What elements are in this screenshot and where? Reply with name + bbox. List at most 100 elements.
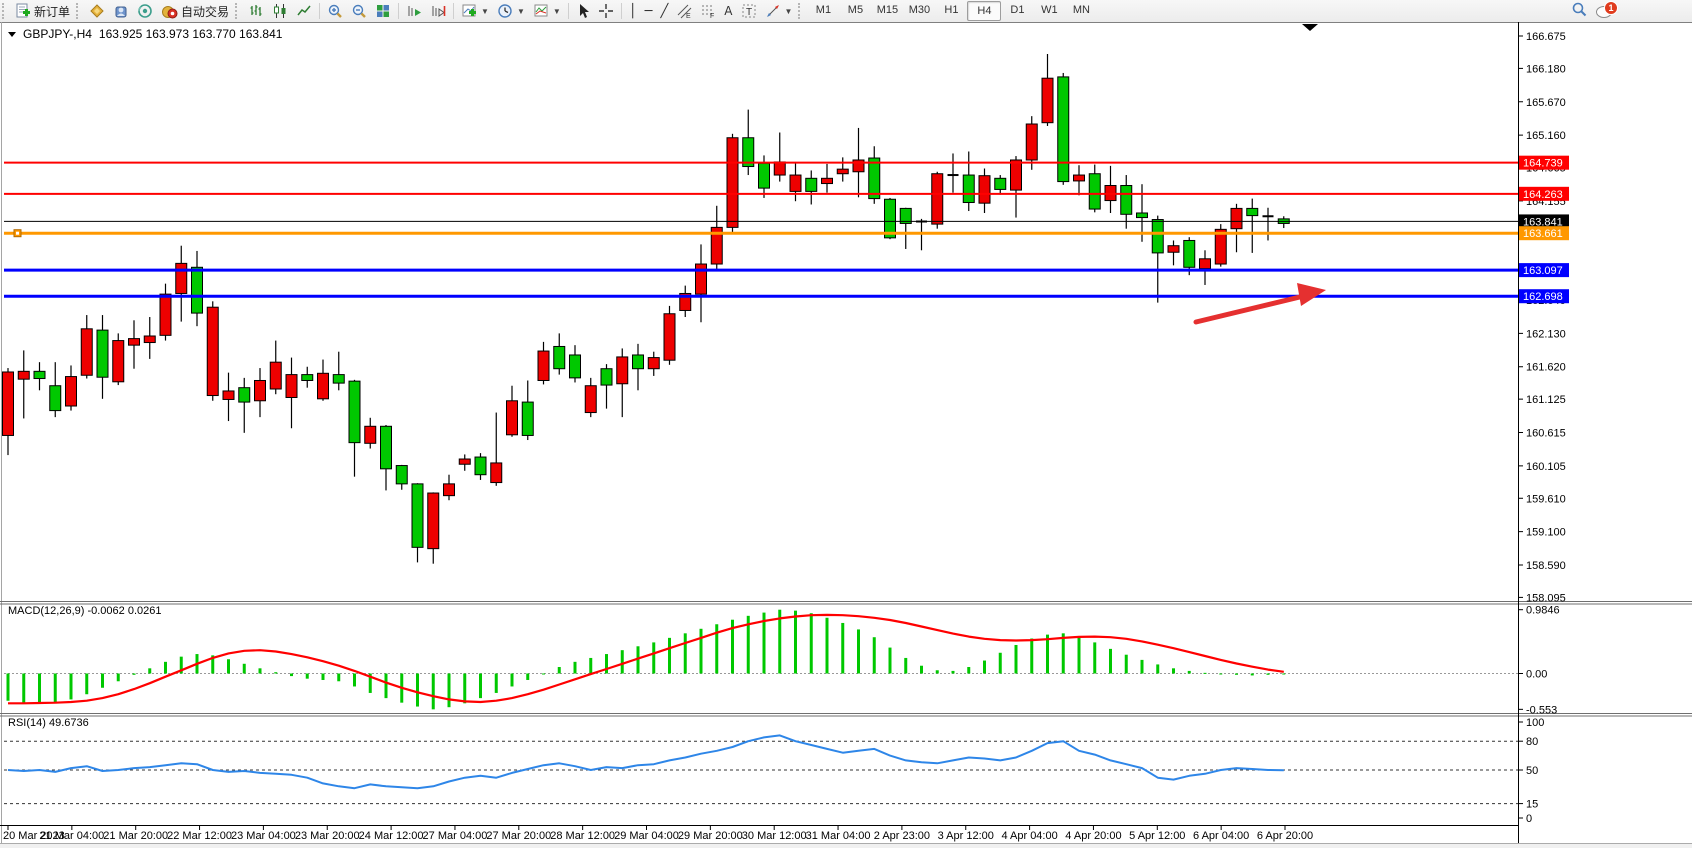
line-chart-icon	[296, 3, 312, 19]
chart-background	[0, 22, 1692, 843]
tab-timeframe-H4[interactable]: H4	[967, 1, 1002, 21]
clock-icon	[497, 3, 513, 19]
svg-text:-0.553: -0.553	[1526, 704, 1557, 716]
chevron-down-icon: ▼	[516, 6, 525, 16]
svg-text:22 Mar 12:00: 22 Mar 12:00	[167, 830, 232, 842]
svg-text:31 Mar 04:00: 31 Mar 04:00	[806, 830, 871, 842]
svg-text:158.095: 158.095	[1526, 592, 1566, 604]
crosshair-icon	[598, 3, 614, 19]
text-tool-button[interactable]: A	[720, 1, 736, 21]
auto-scroll-icon	[406, 3, 422, 19]
autotrading-label: 自动交易	[181, 4, 230, 19]
svg-text:166.675: 166.675	[1526, 31, 1566, 43]
community-button[interactable]	[133, 1, 157, 21]
chart-canvas[interactable]: 166.675166.180165.670165.160164.665164.1…	[0, 22, 1692, 843]
svg-text:29 Mar 20:00: 29 Mar 20:00	[678, 830, 743, 842]
fibonacci-icon: F	[700, 3, 716, 19]
new-order-icon	[15, 3, 31, 19]
svg-text:2 Apr 23:00: 2 Apr 23:00	[874, 830, 930, 842]
zoom-in-button[interactable]	[323, 1, 347, 21]
chart-ohlc-readout: 163.925 163.973 163.770 163.841	[98, 27, 283, 41]
crosshair-tool-button[interactable]	[594, 1, 618, 21]
chart-shift-icon	[430, 3, 446, 19]
svg-text:5 Apr 12:00: 5 Apr 12:00	[1129, 830, 1185, 842]
bar-chart-icon	[248, 3, 264, 19]
tab-timeframe-M1[interactable]: M1	[815, 4, 832, 16]
svg-text:23 Mar 04:00: 23 Mar 04:00	[231, 830, 296, 842]
svg-text:100: 100	[1526, 717, 1544, 729]
autotrading-button[interactable]: 自动交易	[157, 1, 233, 21]
horizontal-line-tool-button[interactable]: ─	[641, 1, 657, 21]
trend-arrow-annotation[interactable]	[1193, 283, 1326, 325]
tab-timeframe-H1[interactable]: H1	[944, 4, 959, 16]
tile-windows-button[interactable]	[371, 1, 395, 21]
tab-timeframe-W1[interactable]: W1	[1041, 4, 1058, 16]
toolbar-drag-handle[interactable]	[2, 3, 9, 19]
gold-button[interactable]	[85, 1, 109, 21]
chart-dropdown-caret-icon[interactable]	[8, 31, 16, 37]
tab-timeframe-M30[interactable]: M30	[908, 4, 931, 16]
arrows-tool-button[interactable]: ▼	[761, 1, 797, 21]
vertical-line-tool-button[interactable]: │	[625, 1, 641, 21]
chevron-down-icon: ▼	[784, 6, 793, 16]
tab-timeframe-M15[interactable]: M15	[876, 4, 899, 16]
svg-text:163.097: 163.097	[1523, 265, 1563, 277]
tab-timeframe-MN[interactable]: MN	[1072, 4, 1090, 16]
svg-text:166.180: 166.180	[1526, 63, 1566, 75]
svg-text:6 Apr 04:00: 6 Apr 04:00	[1193, 830, 1249, 842]
price-label-163097: 163.097	[1519, 263, 1569, 278]
rsi-line	[7, 734, 1284, 790]
svg-text:50: 50	[1526, 765, 1538, 777]
gold-icon	[89, 3, 105, 19]
macd-signal-line	[8, 613, 1284, 705]
auto-scroll-button[interactable]	[402, 1, 426, 21]
candlestick-chart-icon	[272, 3, 288, 19]
bar-chart-button[interactable]	[244, 1, 268, 21]
cursor-tool-button[interactable]	[572, 1, 594, 21]
chart-scroll-marker-icon	[1302, 24, 1318, 31]
zoom-out-icon	[351, 3, 367, 19]
autotrading-icon	[161, 3, 178, 19]
indicators-button[interactable]: ▼	[457, 1, 493, 21]
price-label-163661: 163.661	[1519, 226, 1569, 241]
zoom-out-button[interactable]	[347, 1, 371, 21]
svg-text:T: T	[746, 7, 752, 18]
price-label-164263: 164.263	[1519, 186, 1569, 201]
svg-text:27 Mar 04:00: 27 Mar 04:00	[423, 830, 488, 842]
svg-text:E: E	[686, 13, 691, 19]
tile-windows-icon	[375, 3, 391, 19]
svg-text:21 Mar 20:00: 21 Mar 20:00	[103, 830, 168, 842]
tab-timeframe-M5[interactable]: M5	[847, 4, 864, 16]
svg-text:158.590: 158.590	[1526, 560, 1566, 572]
toolbar-drag-handle[interactable]	[798, 3, 805, 19]
label-tool-button[interactable]: T	[737, 1, 761, 21]
channel-tool-button[interactable]: E	[672, 1, 696, 21]
svg-text:80: 80	[1526, 736, 1538, 748]
svg-text:23 Mar 20:00: 23 Mar 20:00	[295, 830, 360, 842]
chart-shift-button[interactable]	[426, 1, 450, 21]
tab-timeframe-D1[interactable]: D1	[1010, 4, 1025, 16]
chart-window[interactable]: 166.675166.180165.670165.160164.665164.1…	[0, 22, 1692, 843]
trendline-icon: ╱	[660, 3, 669, 19]
svg-text:163.841: 163.841	[1523, 216, 1563, 228]
svg-text:6 Apr 20:00: 6 Apr 20:00	[1257, 830, 1313, 842]
fibonacci-tool-button[interactable]: F	[696, 1, 720, 21]
periods-button[interactable]: ▼	[493, 1, 529, 21]
toolbar-drag-handle[interactable]	[235, 3, 242, 19]
new-order-label: 新订单	[34, 4, 71, 19]
toolbar-drag-handle[interactable]	[76, 3, 83, 19]
candlestick-chart-button[interactable]	[268, 1, 292, 21]
notification-badge: 1	[1604, 0, 1618, 15]
svg-text:162.130: 162.130	[1526, 328, 1566, 340]
notifications-button[interactable]: 1	[1596, 0, 1618, 19]
templates-button[interactable]: ▼	[529, 1, 565, 21]
trendline-tool-button[interactable]: ╱	[656, 1, 672, 21]
new-order-button[interactable]: 新订单	[11, 1, 74, 21]
search-icon[interactable]	[1571, 1, 1588, 21]
line-chart-button[interactable]	[292, 1, 316, 21]
price-label-164739: 164.739	[1519, 155, 1569, 170]
svg-text:160.105: 160.105	[1526, 461, 1566, 473]
signals-button[interactable]	[109, 1, 133, 21]
macd-histogram	[6, 609, 1286, 710]
